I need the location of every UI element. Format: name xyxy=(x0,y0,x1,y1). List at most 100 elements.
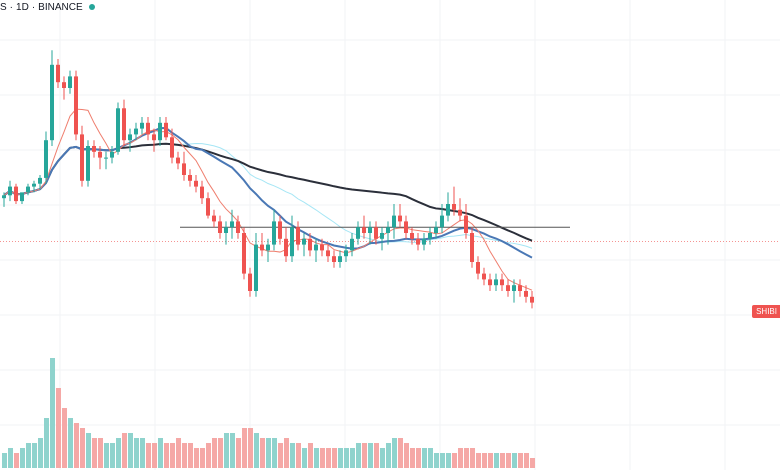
volume-bar xyxy=(98,438,103,468)
candle-body xyxy=(398,215,402,222)
volume-bar xyxy=(428,448,433,468)
volume-bar xyxy=(284,438,289,468)
volume-bar xyxy=(350,448,355,468)
candle-body xyxy=(164,122,168,138)
volume-bar xyxy=(296,443,301,468)
volume-bar xyxy=(38,438,43,468)
volume-bar xyxy=(158,438,163,468)
volume-bar xyxy=(242,428,247,468)
volume-bar xyxy=(290,443,295,468)
volume-bar xyxy=(176,438,181,468)
volume-bar xyxy=(236,438,241,468)
candle-body xyxy=(524,291,528,297)
volume-bar xyxy=(266,438,271,468)
candle-body xyxy=(140,122,144,129)
volume-bar xyxy=(272,438,277,468)
volume-bar xyxy=(518,453,523,468)
candle-body xyxy=(464,215,468,233)
volume-bar xyxy=(380,448,385,468)
candle-body xyxy=(32,183,36,187)
candle-body xyxy=(302,238,306,245)
volume-bar xyxy=(332,448,337,468)
volume-bar xyxy=(194,448,199,468)
volume-bar xyxy=(68,418,73,468)
candle-body xyxy=(470,233,474,262)
volume-bar xyxy=(356,443,361,468)
candle-body xyxy=(380,233,384,239)
volume-bar xyxy=(62,408,67,468)
candle-body xyxy=(182,163,186,175)
candle-body xyxy=(86,146,90,181)
candle-body xyxy=(194,180,198,187)
candle-body xyxy=(20,192,24,202)
candle-body xyxy=(134,128,138,135)
volume-bar xyxy=(308,443,313,468)
candle-body xyxy=(68,76,72,88)
volume-bar xyxy=(482,453,487,468)
volume-bar xyxy=(116,438,121,468)
candle-body xyxy=(14,186,18,202)
candle-body xyxy=(56,64,60,83)
header-separator: · xyxy=(9,1,14,13)
candle-body xyxy=(200,186,204,199)
candle-body xyxy=(74,76,78,135)
volume-bar xyxy=(128,433,133,468)
candle-body xyxy=(518,285,522,291)
volume-bar xyxy=(152,443,157,468)
symbol-header: S · 1D · BINANCE xyxy=(0,0,95,14)
volume-bar xyxy=(386,443,391,468)
candle-body xyxy=(254,244,258,291)
candle-body xyxy=(530,296,534,303)
candle-body xyxy=(92,146,96,152)
volume-bar xyxy=(446,453,451,468)
volume-bar xyxy=(122,433,127,468)
candle-body xyxy=(266,244,270,251)
volume-bar xyxy=(422,448,427,468)
volume-bar xyxy=(224,433,229,468)
volume-bar xyxy=(188,443,193,468)
candle-body xyxy=(434,227,438,233)
candle-body xyxy=(44,140,48,178)
volume-bar xyxy=(368,443,373,468)
candle-body xyxy=(206,198,210,216)
volume-bar xyxy=(218,438,223,468)
volume-bar xyxy=(86,433,91,468)
candle-body xyxy=(410,233,414,239)
candle-body xyxy=(170,137,174,158)
volume-bar xyxy=(314,448,319,468)
volume-bar xyxy=(56,388,61,468)
candle-body xyxy=(212,215,216,222)
candle-body xyxy=(188,175,192,181)
volume-bar xyxy=(80,428,85,468)
candle-body xyxy=(332,256,336,262)
candle-body xyxy=(242,233,246,274)
candle-body xyxy=(62,82,66,88)
candle-body xyxy=(116,108,120,152)
volume-bar xyxy=(506,453,511,468)
candle-body xyxy=(146,122,150,135)
candle-body xyxy=(362,227,366,233)
candle-body xyxy=(176,157,180,164)
volume-bar xyxy=(362,443,367,468)
candle-body xyxy=(122,108,126,141)
volume-bar xyxy=(14,453,19,468)
volume-bar xyxy=(320,448,325,468)
interval-label[interactable]: 1D xyxy=(16,1,29,13)
candle-body xyxy=(320,244,324,251)
candle-body xyxy=(296,227,300,245)
candle-body xyxy=(224,227,228,233)
candle-body xyxy=(404,221,408,233)
candle-body xyxy=(218,221,222,233)
candle-body xyxy=(8,186,12,196)
candle-body xyxy=(386,227,390,233)
volume-bar xyxy=(326,448,331,468)
volume-bar xyxy=(92,438,97,468)
candle-body xyxy=(428,233,432,239)
volume-bar xyxy=(440,453,445,468)
volume-bar xyxy=(410,448,415,468)
candle-body xyxy=(308,238,312,251)
volume-bar xyxy=(254,433,259,468)
candle-body xyxy=(290,227,294,257)
